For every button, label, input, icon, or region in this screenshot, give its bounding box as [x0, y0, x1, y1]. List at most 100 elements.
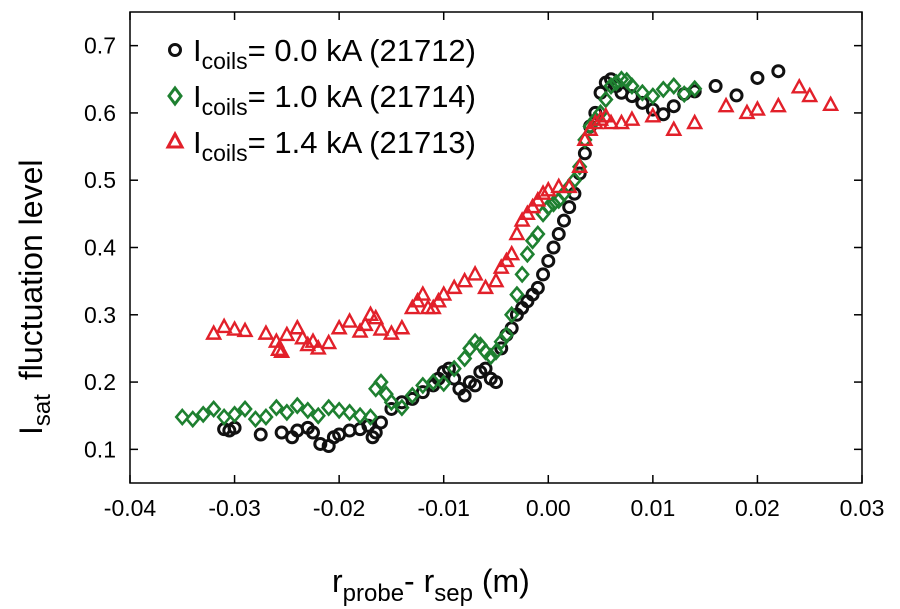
data-point-diamond — [320, 398, 337, 417]
data-point-triangle — [576, 130, 594, 147]
data-point-triangle — [534, 184, 552, 200]
legend-marker-triangle — [165, 130, 185, 149]
data-point-circle — [666, 99, 681, 114]
data-point-triangle — [665, 120, 683, 136]
data-point-diamond — [258, 408, 274, 427]
data-point-diamond — [279, 403, 295, 422]
data-point-circle — [551, 227, 566, 242]
data-point-diamond — [237, 399, 253, 418]
data-point-circle — [708, 79, 723, 94]
data-point-triangle — [748, 100, 766, 116]
data-point-triangle — [320, 333, 338, 350]
data-point-diamond — [247, 410, 264, 429]
legend: Icoils= 0.0 kA (21712) Icoils= 1.0 kA (2… — [165, 33, 476, 166]
legend-label: Icoils= 1.4 kA (21713) — [193, 125, 476, 166]
data-point-diamond — [509, 285, 525, 304]
data-point-triangle — [717, 96, 735, 113]
data-point-triangle — [487, 271, 505, 288]
data-point-triangle — [769, 96, 787, 113]
data-point-circle — [729, 88, 744, 103]
data-point-diamond — [174, 408, 190, 427]
x-tick-label: 0.00 — [526, 495, 571, 521]
data-point-triangle — [294, 328, 312, 345]
legend-marker-circle — [168, 43, 182, 57]
data-point-circle — [373, 415, 388, 430]
data-point-circle — [624, 89, 639, 104]
data-point-triangle — [790, 77, 808, 94]
data-point-circle — [577, 146, 592, 161]
data-point-triangle — [571, 157, 589, 173]
data-point-triangle — [414, 285, 432, 301]
y-tick-label: 0.5 — [84, 167, 116, 193]
data-point-diamond — [404, 386, 421, 405]
data-point-diamond — [624, 77, 640, 96]
x-tick-label: 0.03 — [840, 495, 885, 521]
data-point-diamond — [185, 410, 201, 429]
data-point-triangle — [503, 244, 521, 261]
data-point-diamond — [352, 406, 368, 425]
legend-marker-diamond — [167, 85, 183, 107]
data-point-diamond — [634, 83, 651, 102]
data-point-diamond — [289, 396, 306, 415]
data-point-diamond — [498, 325, 515, 344]
data-point-circle — [635, 95, 650, 110]
y-axis-ticks: 0.1 0.2 0.3 0.4 0.5 0.6 0.7 — [84, 33, 862, 462]
data-point-circle — [541, 253, 556, 268]
x-tick-label: -0.03 — [208, 495, 260, 521]
x-axis-title: rprobe- rsep (m) — [332, 563, 530, 607]
data-point-triangle — [288, 318, 306, 335]
legend-item-1: Icoils= 1.0 kA (21714) — [167, 79, 476, 120]
y-tick-label: 0.2 — [84, 369, 116, 395]
x-axis-ticks: -0.04 -0.03 -0.02 -0.01 0.00 0.01 0.02 0.03 — [104, 12, 885, 521]
data-point-circle — [457, 388, 472, 403]
data-point-triangle — [226, 320, 244, 336]
data-point-circle — [530, 280, 545, 295]
data-point-circle — [489, 375, 503, 390]
data-point-triangle — [592, 110, 610, 126]
data-point-diamond — [436, 374, 452, 393]
legend-item-2: Icoils= 1.4 kA (21713) — [165, 125, 476, 166]
data-point-triangle — [801, 86, 819, 103]
x-tick-label: 0.02 — [735, 495, 780, 521]
data-point-diamond — [226, 405, 243, 424]
data-point-triangle — [602, 113, 620, 130]
data-point-circle — [313, 436, 328, 451]
data-point-triangle — [644, 106, 662, 123]
data-point-triangle — [257, 324, 275, 340]
data-point-triangle — [597, 106, 615, 123]
data-point-triangle — [215, 317, 233, 334]
y-tick-label: 0.4 — [84, 235, 116, 261]
data-point-triangle — [372, 320, 390, 336]
data-point-diamond — [362, 408, 379, 427]
data-point-diamond — [268, 398, 285, 417]
data-point-triangle — [822, 95, 840, 112]
data-point-triangle — [304, 332, 322, 348]
data-point-circle — [750, 70, 765, 85]
data-point-triangle — [539, 180, 557, 197]
data-point-diamond — [530, 225, 546, 244]
data-point-triangle — [623, 110, 641, 126]
data-point-diamond — [686, 79, 703, 98]
data-point-diamond — [519, 245, 536, 264]
y-tick-label: 0.3 — [84, 302, 116, 328]
data-point-triangle — [341, 311, 359, 328]
data-point-triangle — [466, 264, 484, 281]
legend-label: Icoils= 0.0 kA (21712) — [193, 33, 476, 74]
legend-item-0: Icoils= 0.0 kA (21712) — [168, 33, 476, 74]
data-point-diamond — [577, 130, 593, 149]
data-point-triangle — [269, 340, 288, 356]
data-point-diamond — [310, 406, 326, 425]
data-point-diamond — [666, 77, 682, 96]
data-point-circle — [468, 378, 483, 393]
data-point-triangle — [236, 321, 254, 338]
series-2 — [205, 77, 840, 358]
data-point-diamond — [446, 359, 462, 378]
y-tick-label: 0.7 — [84, 33, 116, 59]
data-point-circle — [546, 240, 561, 255]
data-point-diamond — [425, 373, 441, 392]
y-tick-label: 0.1 — [84, 436, 116, 462]
data-point-diamond — [545, 194, 562, 213]
data-point-diamond — [195, 405, 211, 424]
data-point-triangle — [686, 113, 704, 130]
